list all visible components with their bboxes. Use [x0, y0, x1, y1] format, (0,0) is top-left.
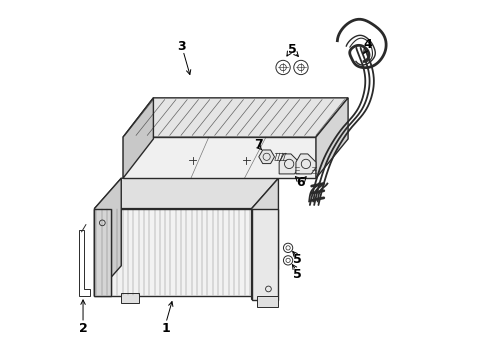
- Polygon shape: [123, 98, 153, 178]
- Text: 5: 5: [292, 268, 301, 281]
- Polygon shape: [251, 208, 278, 300]
- Polygon shape: [295, 154, 315, 174]
- Text: 3: 3: [177, 40, 186, 53]
- Polygon shape: [80, 230, 90, 296]
- Text: 1: 1: [161, 322, 170, 335]
- Polygon shape: [94, 178, 278, 208]
- Text: 5: 5: [287, 43, 296, 56]
- Polygon shape: [257, 296, 278, 307]
- Polygon shape: [279, 154, 299, 174]
- Text: 6: 6: [296, 176, 305, 189]
- Polygon shape: [123, 137, 315, 178]
- Text: 5: 5: [292, 253, 301, 266]
- Polygon shape: [94, 208, 110, 296]
- Polygon shape: [94, 178, 121, 296]
- Polygon shape: [123, 98, 347, 137]
- Text: 7: 7: [253, 138, 262, 151]
- Polygon shape: [94, 208, 251, 296]
- Polygon shape: [251, 178, 278, 300]
- Text: 4: 4: [363, 38, 371, 51]
- Text: 2: 2: [79, 322, 87, 335]
- Polygon shape: [121, 293, 139, 303]
- Polygon shape: [315, 98, 347, 178]
